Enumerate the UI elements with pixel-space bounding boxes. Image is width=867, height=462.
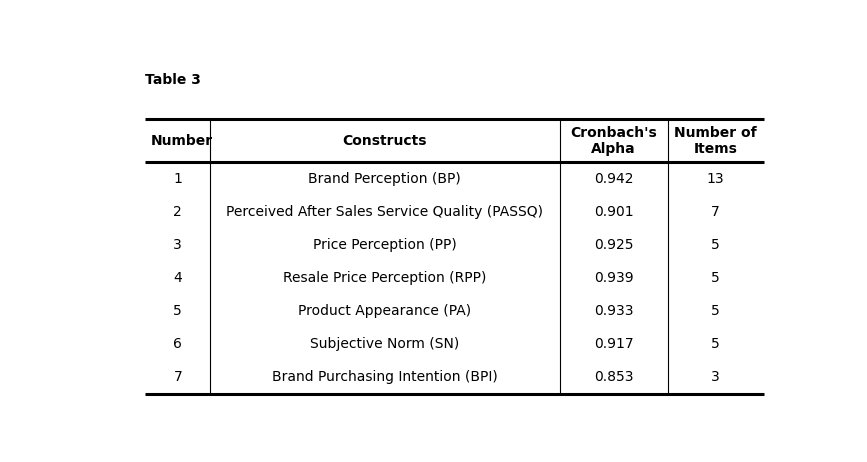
Text: 0.901: 0.901 xyxy=(594,205,634,219)
Text: 5: 5 xyxy=(711,304,720,318)
Text: 2: 2 xyxy=(173,205,182,219)
Text: Product Appearance (PA): Product Appearance (PA) xyxy=(298,304,472,318)
Text: 7: 7 xyxy=(711,205,720,219)
Text: 4: 4 xyxy=(173,271,182,285)
Text: 5: 5 xyxy=(711,337,720,351)
Text: Perceived After Sales Service Quality (PASSQ): Perceived After Sales Service Quality (P… xyxy=(226,205,544,219)
Text: Cronbach's
Alpha: Cronbach's Alpha xyxy=(570,126,657,156)
Text: 5: 5 xyxy=(173,304,182,318)
Text: 0.917: 0.917 xyxy=(594,337,634,351)
Text: Table 3: Table 3 xyxy=(146,73,201,87)
Text: Subjective Norm (SN): Subjective Norm (SN) xyxy=(310,337,460,351)
Text: 3: 3 xyxy=(711,370,720,384)
Text: Resale Price Perception (RPP): Resale Price Perception (RPP) xyxy=(284,271,486,285)
Text: 0.942: 0.942 xyxy=(594,172,634,186)
Text: 0.925: 0.925 xyxy=(594,238,634,252)
Text: 0.939: 0.939 xyxy=(594,271,634,285)
Text: 1: 1 xyxy=(173,172,182,186)
Text: Brand Purchasing Intention (BPI): Brand Purchasing Intention (BPI) xyxy=(272,370,498,384)
Text: 13: 13 xyxy=(707,172,725,186)
Text: 0.853: 0.853 xyxy=(594,370,634,384)
Text: 0.933: 0.933 xyxy=(594,304,634,318)
Text: 6: 6 xyxy=(173,337,182,351)
Text: 3: 3 xyxy=(173,238,182,252)
Text: Number of
Items: Number of Items xyxy=(675,126,757,156)
Text: Number: Number xyxy=(150,134,212,148)
Text: 5: 5 xyxy=(711,238,720,252)
Text: Brand Perception (BP): Brand Perception (BP) xyxy=(309,172,461,186)
Text: Price Perception (PP): Price Perception (PP) xyxy=(313,238,457,252)
Text: 7: 7 xyxy=(173,370,182,384)
Text: 5: 5 xyxy=(711,271,720,285)
Text: Constructs: Constructs xyxy=(342,134,427,148)
